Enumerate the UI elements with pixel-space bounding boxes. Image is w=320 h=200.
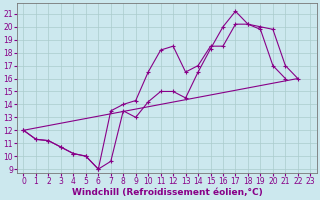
- X-axis label: Windchill (Refroidissement éolien,°C): Windchill (Refroidissement éolien,°C): [72, 188, 262, 197]
